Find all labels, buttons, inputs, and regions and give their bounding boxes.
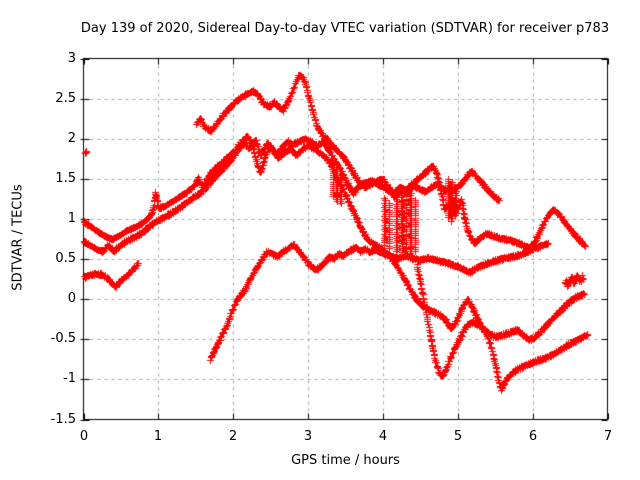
y-tick-label: 0.5 [55, 251, 76, 266]
y-tick-label: 1 [67, 211, 76, 226]
y-tick-label: 2.5 [55, 91, 76, 106]
x-axis-label: GPS time / hours [291, 453, 400, 468]
y-tick-label: -1.5 [50, 412, 76, 427]
y-tick-label: -0.5 [50, 331, 76, 346]
y-tick-label: 1.5 [55, 171, 76, 186]
x-tick-label: 0 [79, 429, 89, 444]
x-tick-label: 7 [603, 429, 613, 444]
y-tick-label: 3 [67, 51, 76, 66]
x-tick-label: 1 [153, 429, 163, 444]
y-axis-label: SDTVAR / TECUs [10, 184, 26, 291]
chart-title: Day 139 of 2020, Sidereal Day-to-day VTE… [80, 21, 610, 36]
y-tick-label: -1 [63, 371, 76, 386]
y-tick-label: 0 [67, 291, 76, 306]
x-tick-label: 2 [228, 429, 238, 444]
x-tick-label: 6 [528, 429, 538, 444]
x-tick-label: 4 [378, 429, 388, 444]
x-tick-label: 3 [303, 429, 313, 444]
x-tick-label: 5 [453, 429, 463, 444]
y-tick-label: 2 [67, 131, 76, 146]
